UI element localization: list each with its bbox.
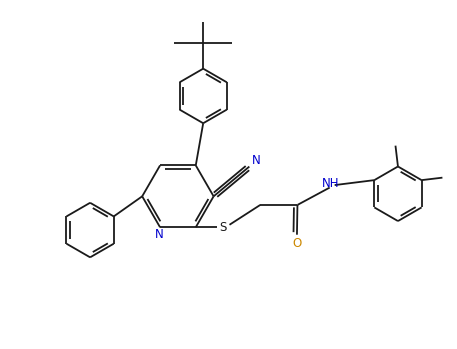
Text: N: N [252,154,260,168]
Text: S: S [219,221,227,234]
Text: NH: NH [321,177,339,190]
Text: O: O [293,237,302,250]
Text: N: N [154,228,164,241]
